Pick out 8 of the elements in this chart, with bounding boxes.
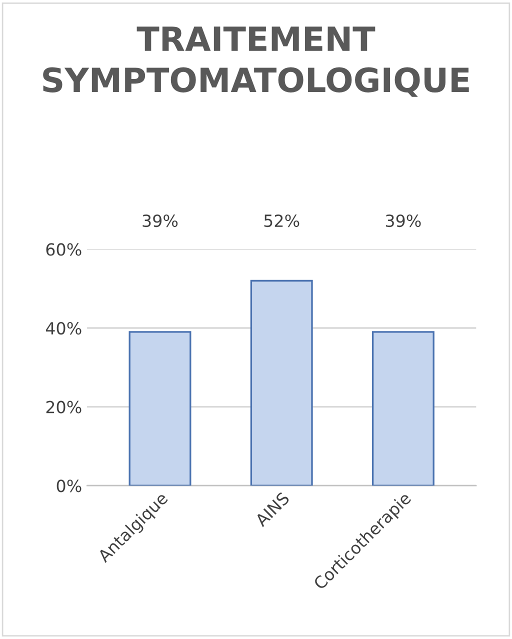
data-label: 39% <box>142 214 178 228</box>
y-tick-label: 40% <box>46 322 82 335</box>
y-tick-label: 20% <box>46 400 82 414</box>
data-label: 39% <box>386 214 421 228</box>
y-tick-label: 60% <box>46 243 82 256</box>
y-tick-label: 0% <box>56 480 82 492</box>
chart-title: TRAITEMENT SYMPTOMATOLOGIQUE <box>43 26 469 97</box>
data-label: 52% <box>264 214 300 228</box>
